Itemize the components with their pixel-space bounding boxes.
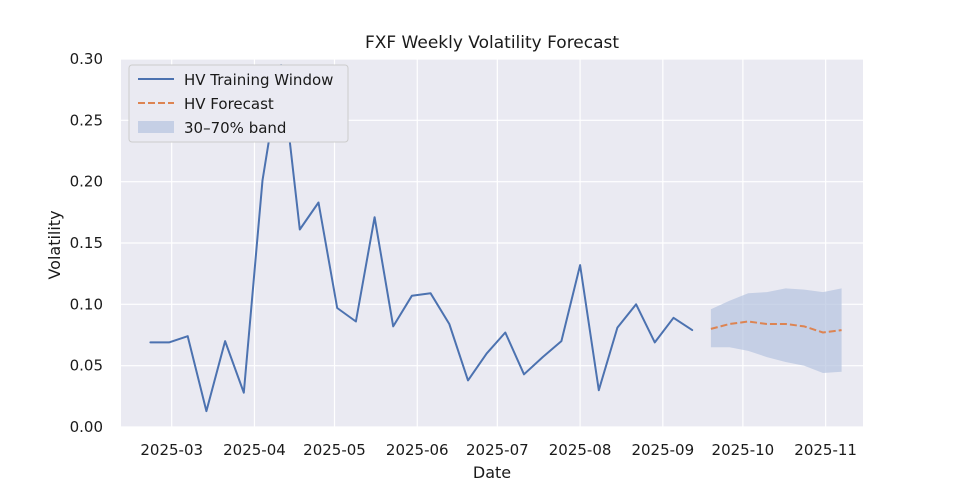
x-tick-label: 2025-04	[223, 441, 286, 459]
y-tick-label: 0.25	[70, 111, 103, 129]
legend-label-forecast: HV Forecast	[184, 95, 274, 113]
x-axis-label: Date	[473, 463, 511, 480]
legend-label-band: 30–70% band	[184, 119, 286, 137]
chart-title: FXF Weekly Volatility Forecast	[365, 33, 619, 53]
forecast-band-layer	[710, 288, 842, 373]
x-tick-label: 2025-10	[712, 441, 775, 459]
x-tick-label: 2025-08	[549, 441, 612, 459]
y-tick-label: 0.20	[70, 173, 103, 191]
x-tick-label: 2025-05	[303, 441, 366, 459]
forecast-band	[710, 288, 842, 373]
x-tick-label: 2025-07	[466, 441, 529, 459]
y-tick-label: 0.10	[70, 295, 103, 313]
x-tick-label: 2025-09	[631, 441, 694, 459]
y-tick-label: 0.05	[70, 357, 103, 375]
legend: HV Training Window HV Forecast 30–70% ba…	[128, 64, 349, 143]
y-axis-label: Volatility	[45, 210, 64, 279]
y-tick-label: 0.00	[70, 418, 103, 436]
y-tick-label: 0.30	[70, 50, 103, 68]
legend-frame	[128, 64, 349, 143]
x-tick-label: 2025-11	[794, 441, 857, 459]
y-tick-label: 0.15	[70, 234, 103, 252]
forecast-series-line	[710, 320, 842, 334]
series-layer	[149, 64, 842, 413]
tick-labels: 0.00 0.05 0.10 0.15 0.20 0.25 0.30 2025-03 2025-…	[70, 50, 857, 459]
legend-label-training: HV Training Window	[184, 71, 333, 89]
training-series-line	[149, 64, 694, 413]
legend-swatch-band	[138, 121, 174, 133]
x-tick-label: 2025-06	[386, 441, 449, 459]
x-tick-label: 2025-03	[140, 441, 203, 459]
